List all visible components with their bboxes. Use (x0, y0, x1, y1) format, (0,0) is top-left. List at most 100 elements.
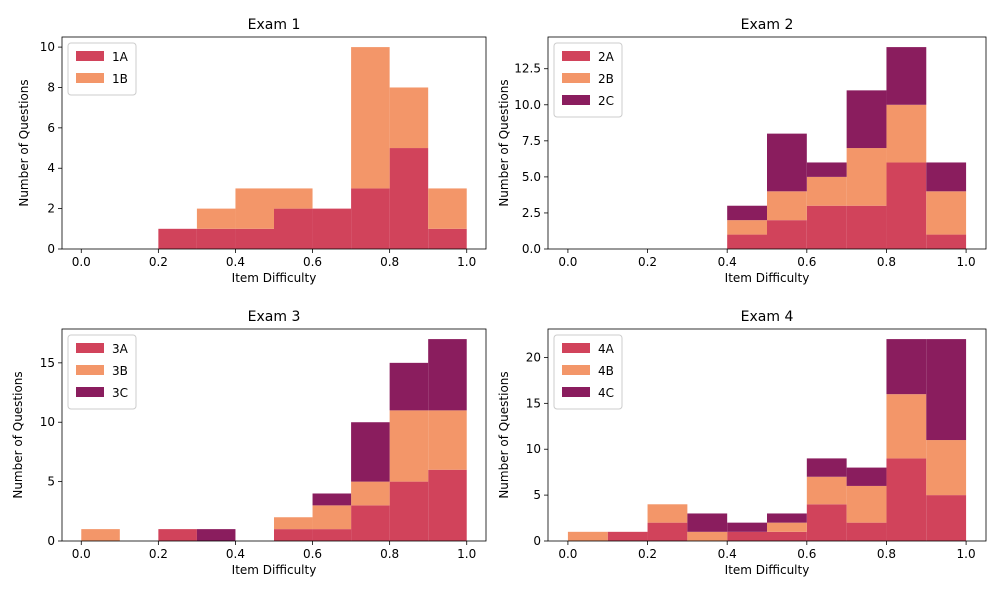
y-tick-label: 5.0 (522, 170, 541, 184)
x-tick-label: 1.0 (457, 547, 476, 561)
y-tick-label: 6 (47, 121, 55, 135)
bar (389, 362, 429, 411)
y-tick-label: 7.5 (522, 134, 541, 148)
bar (886, 394, 927, 459)
bar (926, 234, 967, 249)
bar (389, 148, 429, 249)
x-tick-label: 0.8 (380, 255, 399, 269)
axes-frame (61, 328, 487, 542)
y-tick-label: 10 (40, 40, 55, 54)
bar (274, 529, 313, 541)
legend-swatch (562, 343, 590, 353)
bar (767, 191, 807, 221)
subplot: 0.0 0.2 0.4 0.6 0.8 1.0 0 5 10 15 Exam 3 Item Diffi… (11, 309, 487, 577)
bar (846, 522, 887, 541)
bar (926, 339, 967, 441)
y-tick-label: 10 (526, 442, 541, 456)
bar (767, 513, 807, 523)
bar (312, 208, 352, 249)
bar (235, 228, 274, 249)
legend-label: 1B (112, 72, 128, 86)
legend-swatch (76, 365, 104, 375)
x-tick-label: 0.4 (718, 255, 737, 269)
subplot: 0.0 0.2 0.4 0.6 0.8 1.0 0 2 4 6 8 10 Exam 1 Item Diff… (17, 17, 487, 285)
bar (886, 458, 927, 541)
axes-frame (61, 36, 487, 250)
legend-swatch (562, 51, 590, 61)
x-axis-label: Item Difficulty (232, 563, 317, 577)
x-tick-label: 0.6 (303, 255, 322, 269)
bar (886, 339, 927, 395)
x-tick-label: 0.0 (558, 547, 577, 561)
y-tick-label: 0 (47, 242, 55, 256)
x-tick-label: 0.4 (718, 547, 737, 561)
bar (846, 205, 887, 249)
bar (727, 531, 767, 541)
bar (806, 458, 847, 477)
bar (428, 228, 467, 249)
bar (727, 220, 767, 235)
subplot-title: Exam 4 (741, 309, 794, 325)
y-axis-label: Number of Questions (497, 79, 511, 206)
bar (806, 176, 847, 206)
bar (428, 339, 467, 411)
subplot: 0.0 0.2 0.4 0.6 0.8 1.0 0.0 2.5 5.0 7.5 10.0 12.5 Ex… (497, 17, 987, 285)
y-tick-label: 0 (533, 534, 541, 548)
bar (312, 529, 352, 541)
bar (81, 529, 120, 541)
bar (158, 228, 197, 249)
bar (389, 481, 429, 541)
x-tick-label: 0.6 (797, 547, 816, 561)
bar (687, 513, 728, 532)
legend-label: 2C (598, 94, 614, 108)
x-tick-label: 0.2 (149, 547, 168, 561)
bar (886, 162, 927, 249)
x-tick-label: 0.4 (226, 547, 245, 561)
bar (389, 87, 429, 149)
legend-swatch (76, 73, 104, 83)
bar (312, 505, 352, 530)
legend-label: 3B (112, 364, 128, 378)
bar (567, 531, 608, 541)
x-tick-label: 0.8 (877, 547, 896, 561)
bar (727, 205, 767, 221)
bar (806, 504, 847, 541)
y-tick-label: 4 (47, 161, 55, 175)
bar (351, 505, 390, 541)
bar (351, 422, 390, 482)
bar (196, 208, 236, 229)
axes-frame (547, 36, 987, 250)
x-axis-label: Item Difficulty (725, 563, 810, 577)
x-tick-label: 0.2 (638, 547, 657, 561)
bar (196, 228, 236, 249)
x-tick-label: 0.8 (380, 547, 399, 561)
bar (727, 234, 767, 249)
bar (428, 188, 467, 229)
y-tick-label: 8 (47, 80, 55, 94)
legend-label: 3A (112, 342, 129, 356)
bar (727, 522, 767, 532)
legend-label: 1A (112, 50, 129, 64)
bar (274, 188, 313, 209)
bar (428, 469, 467, 541)
x-tick-label: 1.0 (957, 255, 976, 269)
y-axis-label: Number of Questions (17, 79, 31, 206)
bar (647, 522, 688, 541)
y-tick-label: 10.0 (514, 98, 541, 112)
bar (767, 133, 807, 192)
x-tick-label: 0.4 (226, 255, 245, 269)
bar (767, 531, 807, 541)
bar (196, 529, 236, 541)
y-tick-label: 5 (47, 475, 55, 489)
bar (806, 162, 847, 177)
y-tick-label: 2 (47, 202, 55, 216)
legend-swatch (562, 365, 590, 375)
y-tick-label: 20 (526, 350, 541, 364)
bar (647, 504, 688, 523)
bar (312, 493, 352, 506)
bar (846, 90, 887, 149)
bar (158, 529, 197, 541)
x-tick-label: 0.6 (303, 547, 322, 561)
legend-label: 4C (598, 386, 614, 400)
